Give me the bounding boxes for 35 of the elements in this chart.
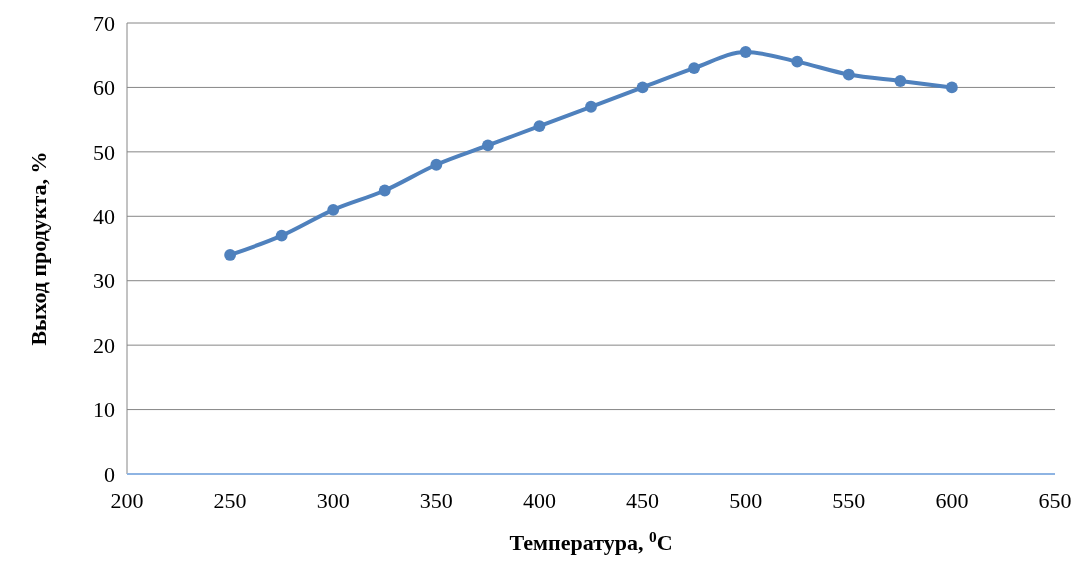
y-tick-label: 70: [93, 10, 115, 36]
point: [791, 55, 804, 68]
x-tick-label: 350: [419, 488, 453, 513]
point: [739, 46, 752, 58]
point: [481, 139, 494, 152]
x-tick-label: 650: [1038, 488, 1072, 513]
point: [275, 229, 288, 242]
point: [945, 81, 958, 94]
point: [636, 81, 649, 94]
x-tick-label: 550: [832, 488, 866, 513]
point: [533, 120, 546, 132]
y-tick-label: 0: [104, 461, 115, 487]
x-tick-label: 450: [626, 488, 660, 513]
y-tick-label: 10: [93, 397, 115, 423]
y-tick-label: 40: [93, 203, 115, 229]
y-tick-label: 20: [93, 332, 115, 358]
x-tick-label: 600: [935, 488, 969, 513]
point: [842, 68, 855, 81]
point: [894, 75, 907, 87]
x-tick-label: 300: [316, 488, 350, 513]
x-tick-label: 200: [110, 488, 144, 513]
x-tick-label: 400: [522, 488, 556, 513]
point: [378, 184, 391, 197]
x-axis-title: Температура, $^{0}$C: [509, 527, 673, 555]
y-axis-title: Выход продукта, %: [26, 151, 51, 346]
point: [430, 158, 443, 171]
point: [224, 249, 237, 261]
point: [585, 100, 597, 113]
y-tick-label: 30: [93, 268, 115, 294]
point: [688, 62, 701, 75]
y-tick-label: 50: [93, 139, 115, 165]
x-tick-label: 500: [729, 488, 763, 513]
y-tick-label: 60: [93, 75, 115, 101]
x-tick-label: 250: [213, 488, 247, 513]
point: [327, 203, 340, 216]
